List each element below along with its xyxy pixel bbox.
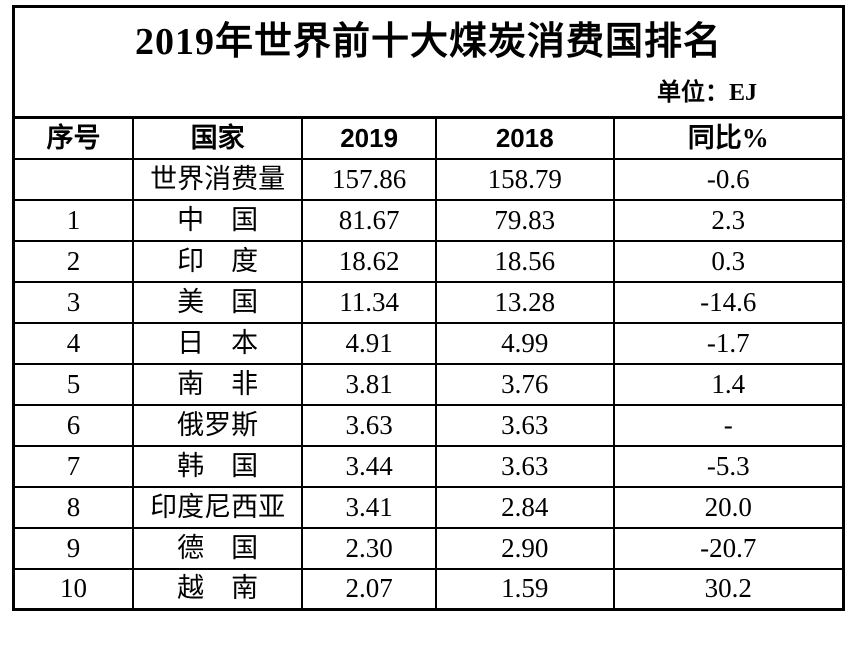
value-2019-cell: 4.91 (301, 321, 437, 365)
yoy-cell: 20.0 (612, 485, 845, 529)
country-cell: 中 国 (132, 198, 304, 242)
value-2019-cell: 3.63 (301, 403, 437, 447)
rank-cell (12, 157, 135, 201)
header-row: 序号 国家 2019 2018 同比% (12, 116, 845, 160)
value-2019-cell: 2.07 (301, 567, 437, 611)
column-header-country: 国家 (132, 116, 304, 160)
value-2018-cell: 18.56 (434, 239, 615, 283)
column-header-yoy: 同比% (612, 116, 845, 160)
value-2018-cell: 13.28 (434, 280, 615, 324)
rank-cell: 5 (12, 362, 135, 406)
rank-cell: 8 (12, 485, 135, 529)
yoy-cell: -1.7 (612, 321, 845, 365)
rank-cell: 7 (12, 444, 135, 488)
value-2018-cell: 3.63 (434, 444, 615, 488)
value-2019-cell: 81.67 (301, 198, 437, 242)
rank-cell: 2 (12, 239, 135, 283)
rank-cell: 9 (12, 526, 135, 570)
country-cell: 日 本 (132, 321, 304, 365)
yoy-cell: 2.3 (612, 198, 845, 242)
value-2018-cell: 79.83 (434, 198, 615, 242)
yoy-cell: - (612, 403, 845, 447)
country-cell: 德 国 (132, 526, 304, 570)
country-cell: 越 南 (132, 567, 304, 611)
table-row: 世界消费量 157.86 158.79 -0.6 (12, 157, 845, 201)
yoy-cell: -14.6 (612, 280, 845, 324)
yoy-cell: 1.4 (612, 362, 845, 406)
country-cell: 韩 国 (132, 444, 304, 488)
page-title: 2019年世界前十大煤炭消费国排名 (134, 21, 722, 63)
country-cell: 美 国 (132, 280, 304, 324)
value-2019-cell: 3.44 (301, 444, 437, 488)
column-header-2019: 2019 (301, 116, 437, 160)
rank-cell: 10 (12, 567, 135, 611)
value-2019-cell: 11.34 (301, 280, 437, 324)
country-cell: 俄罗斯 (132, 403, 304, 447)
unit-label: 单位：EJ (656, 79, 757, 106)
value-2018-cell: 2.84 (434, 485, 615, 529)
value-2019-cell: 18.62 (301, 239, 437, 283)
value-2019-cell: 3.81 (301, 362, 437, 406)
country-cell: 印 度 (132, 239, 304, 283)
yoy-cell: -0.6 (612, 157, 845, 201)
value-2019-cell: 3.41 (301, 485, 437, 529)
value-2019-cell: 157.86 (301, 157, 437, 201)
value-2018-cell: 158.79 (434, 157, 615, 201)
coal-ranking-sheet: 2019年世界前十大煤炭消费国排名 单位：EJ 序号 国家 2019 2018 同比% … (12, 5, 845, 639)
value-2018-cell: 4.99 (434, 321, 615, 365)
rank-cell: 4 (12, 321, 135, 365)
rank-cell: 3 (12, 280, 135, 324)
table-row: 8 印度尼西亚 3.41 2.84 20.0 (12, 485, 845, 529)
value-2018-cell: 3.63 (434, 403, 615, 447)
table-body: 世界消费量 157.86 158.79 -0.6 1 中 国 81.67 79.83 2.3 2 印… (12, 157, 845, 611)
column-header-2018: 2018 (434, 116, 615, 160)
value-2018-cell: 3.76 (434, 362, 615, 406)
rank-cell: 1 (12, 198, 135, 242)
title-area: 2019年世界前十大煤炭消费国排名 单位：EJ (12, 5, 845, 116)
country-cell: 印度尼西亚 (132, 485, 304, 529)
country-cell: 世界消费量 (132, 157, 304, 201)
yoy-cell: -20.7 (612, 526, 845, 570)
value-2018-cell: 2.90 (434, 526, 615, 570)
column-header-rank: 序号 (12, 116, 135, 160)
value-2019-cell: 2.30 (301, 526, 437, 570)
coal-consumption-table: 序号 国家 2019 2018 同比% 世界消费量 157.86 158.79 -0.6 1 中 … (12, 116, 845, 611)
value-2018-cell: 1.59 (434, 567, 615, 611)
yoy-cell: 0.3 (612, 239, 845, 283)
yoy-cell: -5.3 (612, 444, 845, 488)
table-row: 10 越 南 2.07 1.59 30.2 (12, 567, 845, 611)
country-cell: 南 非 (132, 362, 304, 406)
yoy-cell: 30.2 (612, 567, 845, 611)
table-row: 6 俄罗斯 3.63 3.63- (12, 403, 845, 447)
rank-cell: 6 (12, 403, 135, 447)
